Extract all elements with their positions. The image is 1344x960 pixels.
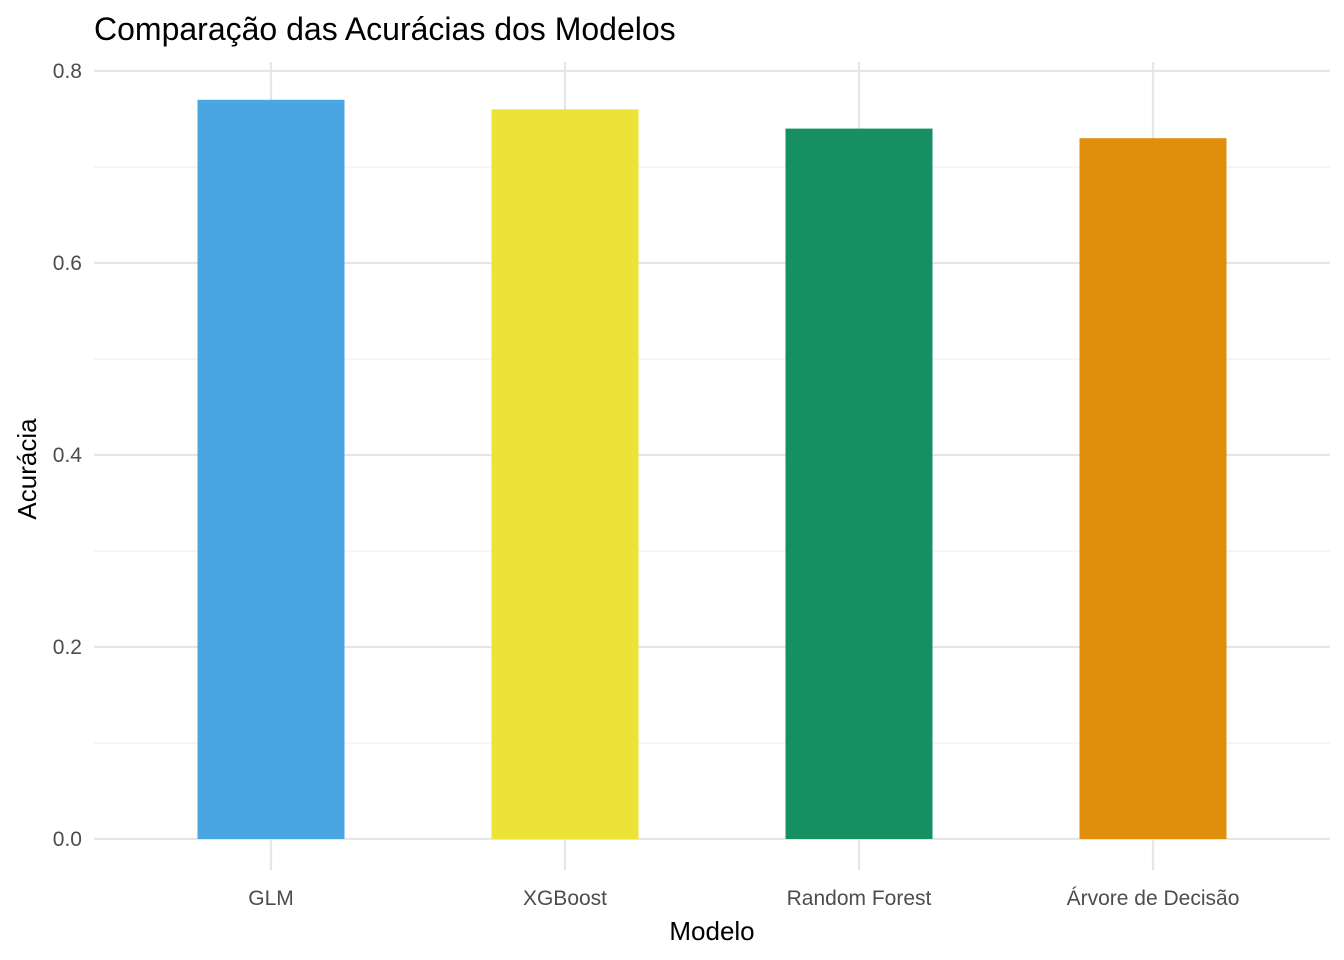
- y-tick-labels: 0.0 0.2 0.4 0.6 0.8: [53, 60, 83, 851]
- x-tick-labels: GLM XGBoost Random Forest Árvore de Decisão: [248, 887, 1239, 910]
- y-tick-label: 0.8: [53, 60, 82, 83]
- y-axis-title: Acurácia: [12, 418, 42, 520]
- bar-random-forest: [785, 128, 933, 840]
- bar-glm: [197, 99, 345, 840]
- y-tick-label: 0.4: [53, 444, 83, 467]
- bar-xgboost: [491, 109, 639, 839]
- x-axis-title: Modelo: [669, 916, 754, 946]
- x-tick-label: GLM: [248, 887, 294, 910]
- bars: [197, 99, 1227, 840]
- x-tick-label: XGBoost: [523, 887, 607, 910]
- y-tick-label: 0.0: [53, 828, 82, 851]
- bar-árvore-de-decisão: [1079, 138, 1227, 839]
- x-tick-label: Random Forest: [787, 887, 932, 910]
- y-tick-label: 0.6: [53, 252, 82, 275]
- x-tick-label: Árvore de Decisão: [1067, 887, 1240, 910]
- y-tick-label: 0.2: [53, 636, 82, 659]
- chart-title: Comparação das Acurácias dos Modelos: [94, 11, 676, 47]
